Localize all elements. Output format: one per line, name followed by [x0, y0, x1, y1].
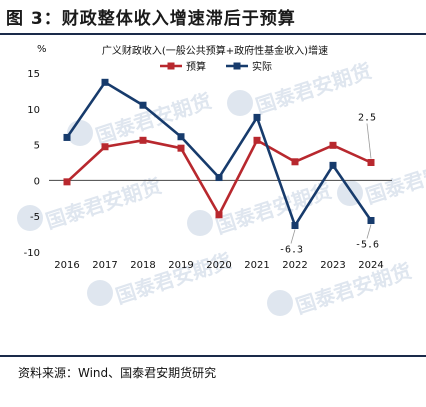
x-tick-label: 2024	[358, 260, 383, 271]
y-tick-label: 15	[27, 69, 40, 80]
x-tick-label: 2017	[92, 260, 117, 271]
y-tick-label: -5	[30, 212, 40, 223]
watermark-text: 国泰君安期货	[293, 259, 415, 319]
y-axis-unit: %	[37, 44, 47, 55]
watermark-text: 国泰君安期货	[213, 179, 335, 239]
annotations-layer: 2.5 -6.3 -5.6	[279, 113, 379, 256]
x-tick-label: 2023	[320, 260, 345, 271]
y-tick-label: 0	[34, 176, 40, 187]
watermark-text: 国泰君安期货	[363, 149, 426, 209]
data-label: -6.3	[279, 245, 303, 256]
watermark-logo-icon	[87, 280, 113, 306]
watermark-text: 国泰君安期货	[43, 174, 165, 234]
legend-swatch-marker	[233, 62, 241, 70]
watermark-logo-icon	[227, 90, 253, 116]
watermark-logo-icon	[187, 210, 213, 236]
annotation-leader	[290, 229, 296, 244]
data-point	[291, 158, 299, 166]
x-tick-label: 2018	[130, 260, 155, 271]
series-layer	[63, 78, 375, 230]
chart-title: 广义财政收入(一般公共预算+政府性基金收入)增速	[102, 44, 328, 57]
data-point	[177, 133, 185, 141]
bottom-rule	[0, 355, 426, 357]
y-tick-label: 5	[34, 141, 40, 152]
data-point	[215, 174, 223, 182]
watermark-logo-icon	[267, 290, 293, 316]
x-tick-label: 2020	[206, 260, 231, 271]
x-tick-label: 2016	[54, 260, 79, 271]
data-point	[215, 211, 223, 219]
data-point	[253, 136, 261, 144]
annotation-leader	[366, 224, 372, 239]
annotation-leader	[366, 123, 372, 159]
x-tick-label: 2021	[244, 260, 269, 271]
data-point	[367, 216, 375, 224]
data-point	[177, 144, 185, 152]
data-point	[367, 159, 375, 166]
top-rule	[0, 33, 426, 35]
legend-swatch-marker	[167, 62, 175, 70]
data-point	[139, 101, 147, 109]
data-point	[63, 178, 71, 186]
data-point	[63, 133, 71, 141]
y-tick-label: -10	[24, 248, 40, 259]
source-note: 资料来源：Wind、国泰君安期货研究	[18, 366, 217, 380]
watermark-text: 国泰君安期货	[93, 89, 215, 149]
x-tick-label: 2019	[168, 260, 193, 271]
legend: 预算 实际	[160, 60, 272, 73]
data-point	[291, 222, 299, 230]
data-point	[101, 143, 109, 151]
data-point	[329, 161, 337, 169]
y-tick-label: 10	[27, 105, 40, 116]
watermark-logo-icon	[17, 205, 43, 231]
legend-label: 实际	[252, 60, 272, 73]
watermark-text: 国泰君安期货	[113, 249, 235, 309]
x-tick-label: 2022	[282, 260, 307, 271]
data-point	[253, 113, 261, 121]
figure-title: 图 3：财政整体收入增速滞后于预算	[6, 9, 296, 29]
data-label: -5.6	[355, 239, 379, 250]
data-point	[101, 78, 109, 86]
data-point	[329, 141, 337, 149]
data-point	[139, 136, 147, 144]
legend-label: 预算	[186, 60, 206, 73]
data-label: 2.5	[358, 113, 376, 124]
